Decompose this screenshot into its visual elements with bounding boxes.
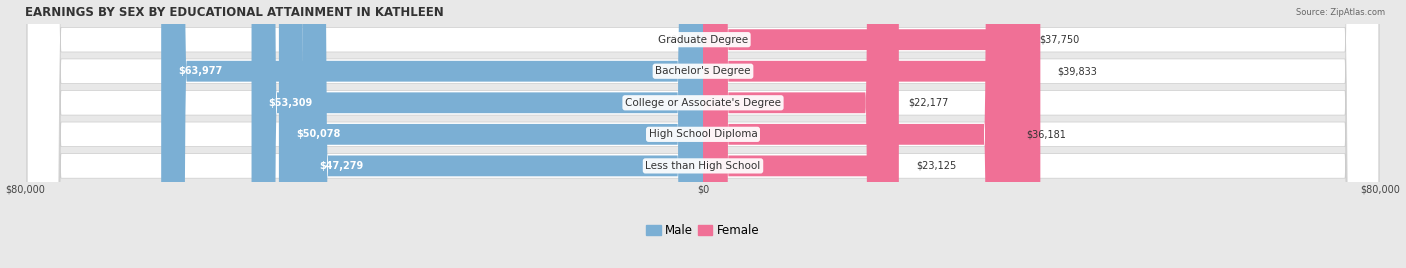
Text: $23,125: $23,125 — [915, 161, 956, 171]
FancyBboxPatch shape — [703, 0, 1022, 268]
Text: $53,309: $53,309 — [269, 98, 312, 108]
Text: $36,181: $36,181 — [1026, 129, 1066, 139]
FancyBboxPatch shape — [703, 0, 891, 268]
FancyBboxPatch shape — [703, 0, 1040, 268]
Text: $47,279: $47,279 — [319, 161, 364, 171]
FancyBboxPatch shape — [27, 0, 1379, 268]
Text: Source: ZipAtlas.com: Source: ZipAtlas.com — [1296, 8, 1385, 17]
Text: Less than High School: Less than High School — [645, 161, 761, 171]
Text: $37,750: $37,750 — [1039, 35, 1080, 45]
FancyBboxPatch shape — [27, 0, 1379, 268]
FancyBboxPatch shape — [252, 0, 703, 268]
Text: $39,833: $39,833 — [1057, 66, 1097, 76]
Text: $22,177: $22,177 — [908, 98, 948, 108]
Text: $0: $0 — [665, 35, 678, 45]
Text: Bachelor's Degree: Bachelor's Degree — [655, 66, 751, 76]
Text: $50,078: $50,078 — [295, 129, 340, 139]
FancyBboxPatch shape — [27, 0, 1379, 268]
FancyBboxPatch shape — [27, 0, 1379, 268]
Text: College or Associate's Degree: College or Associate's Degree — [626, 98, 780, 108]
Legend: Male, Female: Male, Female — [641, 219, 765, 242]
FancyBboxPatch shape — [703, 0, 898, 268]
Text: High School Diploma: High School Diploma — [648, 129, 758, 139]
Text: Graduate Degree: Graduate Degree — [658, 35, 748, 45]
Text: EARNINGS BY SEX BY EDUCATIONAL ATTAINMENT IN KATHLEEN: EARNINGS BY SEX BY EDUCATIONAL ATTAINMEN… — [25, 6, 444, 18]
FancyBboxPatch shape — [278, 0, 703, 268]
FancyBboxPatch shape — [703, 0, 1010, 268]
FancyBboxPatch shape — [302, 0, 703, 268]
Text: $63,977: $63,977 — [179, 66, 222, 76]
FancyBboxPatch shape — [162, 0, 703, 268]
FancyBboxPatch shape — [27, 0, 1379, 268]
